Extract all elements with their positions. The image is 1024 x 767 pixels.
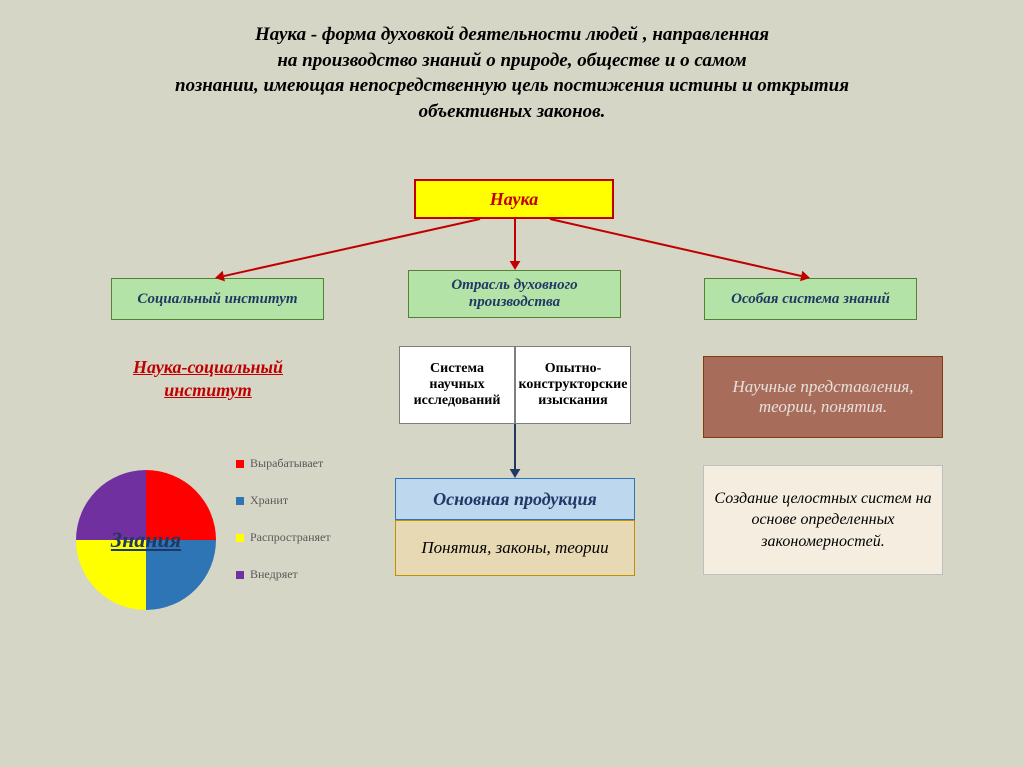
- left-subtitle: Наука-социальный институт: [108, 356, 308, 401]
- subtitle-line1: Наука-социальный: [133, 357, 283, 377]
- pie-chart: Знания: [76, 470, 216, 610]
- legend-label: Внедряет: [250, 567, 298, 582]
- mid-right-box: Опытно-конструкторские изыскания: [515, 346, 631, 424]
- brown-box: Научные представления, теории, понятия.: [703, 356, 943, 438]
- root-label: Наука: [490, 189, 538, 210]
- branch-left: Социальный институт: [111, 278, 324, 320]
- legend-swatch: [236, 571, 244, 579]
- legend-item: Вырабатывает: [236, 456, 331, 471]
- legend-item: Распространяет: [236, 530, 331, 545]
- legend-label: Вырабатывает: [250, 456, 323, 471]
- branch-right-label: Особая система знаний: [731, 291, 890, 308]
- legend-item: Внедряет: [236, 567, 331, 582]
- legend-label: Хранит: [250, 493, 288, 508]
- brown-label: Научные представления, теории, понятия.: [712, 377, 934, 417]
- blue-label: Основная продукция: [433, 489, 597, 510]
- page-title: Наука - форма духовкой деятельности люде…: [0, 22, 1024, 125]
- branch-center: Отрасль духовного производства: [408, 270, 621, 318]
- branch-right: Особая система знаний: [704, 278, 917, 320]
- legend-label: Распространяет: [250, 530, 331, 545]
- mid-right-label: Опытно-конструкторские изыскания: [519, 361, 628, 409]
- branch-left-label: Социальный институт: [137, 291, 297, 308]
- legend-swatch: [236, 534, 244, 542]
- blue-box: Основная продукция: [395, 478, 635, 520]
- tan-box: Понятия, законы, теории: [395, 520, 635, 576]
- legend-swatch: [236, 497, 244, 505]
- legend-item: Хранит: [236, 493, 331, 508]
- subtitle-line2: институт: [164, 380, 252, 400]
- mid-left-box: Система научных исследований: [399, 346, 515, 424]
- cream-label: Создание целостных систем на основе опре…: [712, 488, 934, 553]
- root-node: Наука: [414, 179, 614, 219]
- pie-center-label: Знания: [111, 527, 181, 553]
- cream-box: Создание целостных систем на основе опре…: [703, 465, 943, 575]
- tan-label: Понятия, законы, теории: [421, 538, 608, 558]
- pie-legend: Вырабатывает Хранит Распространяет Внедряет: [236, 456, 331, 604]
- mid-left-label: Система научных исследований: [408, 361, 506, 409]
- legend-swatch: [236, 460, 244, 468]
- branch-center-label: Отрасль духовного производства: [417, 277, 612, 311]
